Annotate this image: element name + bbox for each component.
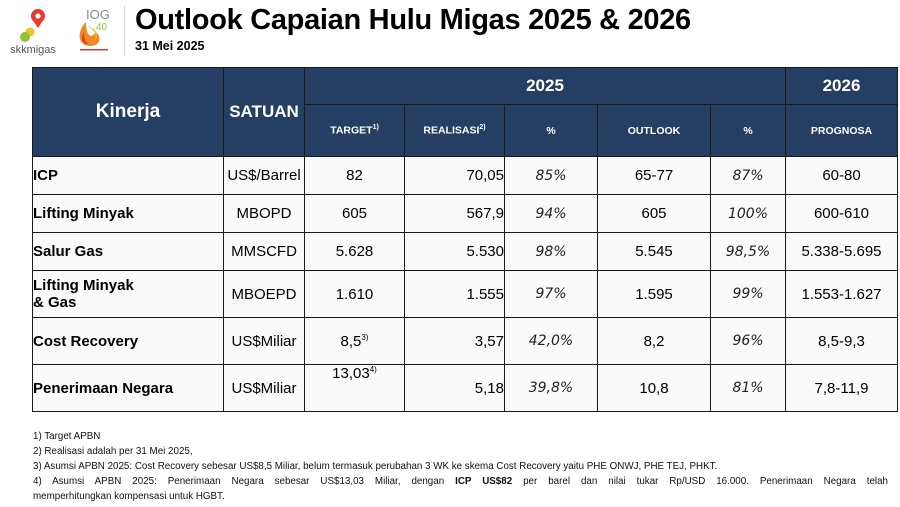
col-header-kinerja: Kinerja bbox=[32, 67, 224, 157]
skkmigas-wordmark: skkmigas bbox=[10, 44, 56, 56]
col-header-pct-outlook: % bbox=[710, 104, 786, 157]
cell-kinerja: Salur Gas bbox=[32, 232, 224, 271]
footnote-3: 3) Asumsi APBN 2025: Cost Recovery sebes… bbox=[33, 461, 718, 472]
table-row-penerimaan-negara: Penerimaan Negara US$Miliar 13,034) 5,18… bbox=[32, 364, 898, 412]
outlook-table: Kinerja SATUAN 2025 2026 TARGET1) REALIS… bbox=[32, 67, 898, 412]
cell-realisasi: 3,57 bbox=[404, 317, 505, 365]
cell-pct-outlook: 81% bbox=[710, 364, 786, 412]
iog-wordmark: IOG bbox=[86, 7, 110, 22]
footnote-1: 1) Target APBN bbox=[33, 431, 101, 442]
cell-prognosa: 60-80 bbox=[785, 156, 898, 195]
table-row-lifting-minyak: Lifting Minyak MBOPD 605 567,9 94% 605 1… bbox=[32, 194, 898, 233]
cell-pct-realisasi: 42,0% bbox=[504, 317, 598, 365]
cell-kinerja: Lifting Minyak bbox=[32, 194, 224, 233]
cell-realisasi: 5,18 bbox=[404, 364, 505, 412]
cell-target: 605 bbox=[304, 194, 405, 233]
page-date: 31 Mei 2025 bbox=[135, 39, 205, 53]
cell-outlook: 8,2 bbox=[597, 317, 711, 365]
col-header-target: TARGET1) bbox=[304, 104, 405, 157]
page-title: Outlook Capaian Hulu Migas 2025 & 2026 bbox=[135, 4, 691, 36]
cell-realisasi: 567,9 bbox=[404, 194, 505, 233]
cell-outlook: 605 bbox=[597, 194, 711, 233]
table-row-lifting-minyak-gas: Lifting Minyak & Gas MBOEPD 1.610 1.555 9… bbox=[32, 270, 898, 318]
col-header-prognosa: PROGNOSA bbox=[785, 104, 898, 157]
cell-target: 13,034) bbox=[304, 364, 405, 412]
svg-text:40: 40 bbox=[96, 22, 108, 33]
cell-realisasi: 5.530 bbox=[404, 232, 505, 271]
cell-pct-realisasi: 98% bbox=[504, 232, 598, 271]
col-header-outlook: OUTLOOK bbox=[597, 104, 711, 157]
cell-realisasi: 70,05 bbox=[404, 156, 505, 195]
col-header-satuan: SATUAN bbox=[223, 67, 305, 157]
footnote-2: 2) Realisasi adalah per 31 Mei 2025, bbox=[33, 446, 193, 457]
cell-pct-outlook: 98,5% bbox=[710, 232, 786, 271]
cell-outlook: 1.595 bbox=[597, 270, 711, 318]
iog-logo: IOG 40 bbox=[79, 7, 110, 51]
cell-pct-realisasi: 97% bbox=[504, 270, 598, 318]
cell-target: 5.628 bbox=[304, 232, 405, 271]
cell-prognosa: 600-610 bbox=[785, 194, 898, 233]
year-header-2025: 2025 bbox=[304, 67, 786, 105]
cell-prognosa: 8,5-9,3 bbox=[785, 317, 898, 365]
cell-realisasi: 1.555 bbox=[404, 270, 505, 318]
cell-pct-outlook: 96% bbox=[710, 317, 786, 365]
table-row-icp: ICP US$/Barrel 82 70,05 85% 65-77 87% 60… bbox=[32, 156, 898, 195]
cell-kinerja: Penerimaan Negara bbox=[32, 364, 224, 412]
cell-kinerja: Lifting Minyak & Gas bbox=[32, 270, 224, 318]
cell-outlook: 5.545 bbox=[597, 232, 711, 271]
cell-target: 8,53) bbox=[304, 317, 405, 365]
cell-prognosa: 7,8-11,9 bbox=[785, 364, 898, 412]
footnote-4: 4) Asumsi APBN 2025: Penerimaan Negara s… bbox=[33, 476, 888, 487]
cell-satuan: US$Miliar bbox=[223, 364, 305, 412]
header-row-subcols: TARGET1) REALISASI2) % OUTLOOK % PROGNOS… bbox=[33, 104, 898, 157]
table-row-cost-recovery: Cost Recovery US$Miliar 8,53) 3,57 42,0%… bbox=[32, 317, 898, 365]
cell-target: 1.610 bbox=[304, 270, 405, 318]
cell-satuan: MBOPD bbox=[223, 194, 305, 233]
header-divider bbox=[124, 6, 125, 56]
cell-kinerja: Cost Recovery bbox=[32, 317, 224, 365]
cell-target: 82 bbox=[304, 156, 405, 195]
cell-prognosa: 5.338-5.695 bbox=[785, 232, 898, 271]
header-row-years: Kinerja SATUAN 2025 2026 bbox=[32, 67, 898, 157]
cell-satuan: MBOEPD bbox=[223, 270, 305, 318]
cell-satuan: US$/Barrel bbox=[223, 156, 305, 195]
skkmigas-logo: skkmigas bbox=[10, 9, 56, 56]
cell-satuan: MMSCFD bbox=[223, 232, 305, 271]
cell-kinerja: ICP bbox=[32, 156, 224, 195]
cell-pct-realisasi: 85% bbox=[504, 156, 598, 195]
cell-pct-outlook: 87% bbox=[710, 156, 786, 195]
cell-prognosa: 1.553-1.627 bbox=[785, 270, 898, 318]
cell-outlook: 10,8 bbox=[597, 364, 711, 412]
col-header-pct-realisasi: % bbox=[504, 104, 598, 157]
cell-pct-realisasi: 39,8% bbox=[504, 364, 598, 412]
footnotes: 1) Target APBN 2) Realisasi adalah per 3… bbox=[33, 429, 888, 504]
cell-pct-realisasi: 94% bbox=[504, 194, 598, 233]
logo-green-dot bbox=[20, 32, 30, 42]
col-header-realisasi: REALISASI2) bbox=[404, 104, 505, 157]
table-row-salur-gas: Salur Gas MMSCFD 5.628 5.530 98% 5.545 9… bbox=[32, 232, 898, 271]
cell-satuan: US$Miliar bbox=[223, 317, 305, 365]
cell-pct-outlook: 99% bbox=[710, 270, 786, 318]
year-header-2026: 2026 bbox=[785, 67, 898, 105]
footnote-4-cont: memperhitungkan kompensasi untuk HGBT. bbox=[33, 491, 225, 502]
cell-outlook: 65-77 bbox=[597, 156, 711, 195]
cell-pct-outlook: 100% bbox=[710, 194, 786, 233]
